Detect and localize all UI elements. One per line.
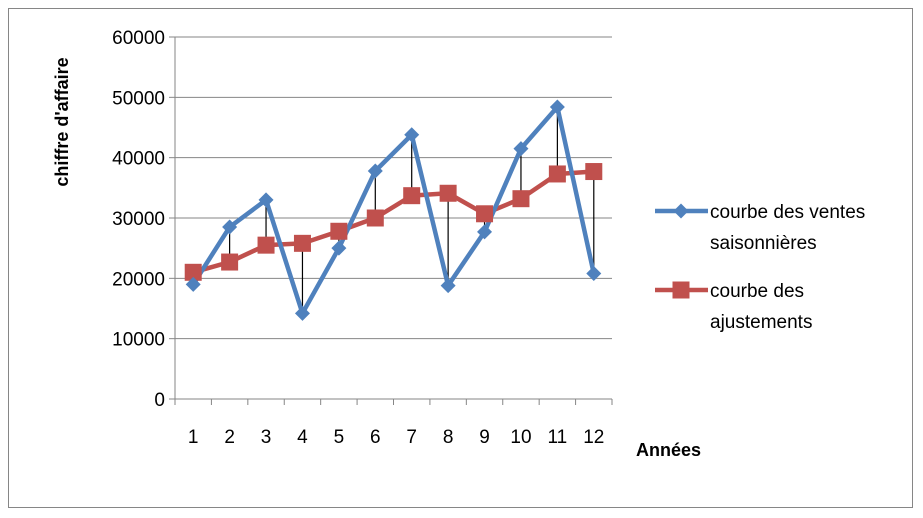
series bbox=[184, 99, 603, 321]
data-point-square bbox=[257, 236, 275, 254]
data-point-square bbox=[184, 263, 202, 281]
y-tick-label: 10000 bbox=[112, 330, 165, 351]
y-tick-label: 50000 bbox=[112, 88, 165, 109]
legend-label: courbe des ventes bbox=[710, 202, 865, 223]
legend-marker-diamond bbox=[673, 203, 689, 219]
legend-marker-square bbox=[672, 281, 690, 299]
x-tick-label: 3 bbox=[261, 427, 272, 448]
data-point-square bbox=[512, 190, 530, 208]
data-point-square bbox=[330, 222, 348, 240]
x-tick-label: 5 bbox=[334, 427, 345, 448]
x-tick-label: 11 bbox=[548, 427, 568, 448]
data-point-diamond bbox=[586, 266, 602, 282]
data-point-square bbox=[293, 234, 311, 252]
data-point-diamond bbox=[331, 240, 347, 256]
data-point-diamond bbox=[477, 224, 493, 240]
data-point-diamond bbox=[367, 163, 383, 179]
data-point-diamond bbox=[258, 192, 274, 208]
data-point-square bbox=[548, 165, 566, 183]
x-tick-label: 6 bbox=[370, 427, 381, 448]
x-axis-title: Années bbox=[636, 440, 701, 460]
data-point-diamond bbox=[294, 305, 310, 321]
x-tick-label: 7 bbox=[406, 427, 417, 448]
data-point-diamond bbox=[185, 276, 201, 292]
axes bbox=[169, 36, 613, 405]
data-point-square bbox=[476, 205, 494, 223]
data-point-square bbox=[585, 163, 603, 181]
series-line-2 bbox=[192, 169, 594, 275]
data-point-square bbox=[221, 253, 239, 271]
y-tick-label: 40000 bbox=[112, 149, 165, 170]
x-tick-label: 9 bbox=[479, 427, 490, 448]
y-tick-label: 30000 bbox=[112, 209, 165, 230]
x-tick-label: 10 bbox=[510, 427, 531, 448]
series-line-1 bbox=[191, 104, 596, 316]
data-point-square bbox=[403, 187, 421, 205]
data-point-square bbox=[366, 209, 384, 227]
y-axis-title: chiffre d'affaire bbox=[52, 57, 72, 186]
data-point-diamond bbox=[222, 219, 238, 235]
x-tick-label: 2 bbox=[224, 427, 235, 448]
x-tick-label: 1 bbox=[188, 427, 199, 448]
data-point-diamond bbox=[513, 141, 529, 157]
y-tick-label: 20000 bbox=[112, 269, 165, 290]
x-tick-label: 4 bbox=[297, 427, 308, 448]
x-tick-label: 8 bbox=[443, 427, 454, 448]
chart-area bbox=[8, 8, 913, 508]
legend-label: courbe des bbox=[710, 281, 804, 302]
legend-label: saisonnières bbox=[710, 233, 817, 254]
data-point-diamond bbox=[440, 278, 456, 294]
y-tick-label: 0 bbox=[154, 390, 165, 411]
y-tick-label: 60000 bbox=[112, 28, 165, 49]
data-point-diamond bbox=[404, 127, 420, 143]
x-tick-label: 12 bbox=[583, 427, 604, 448]
data-point-diamond bbox=[549, 99, 565, 115]
gridlines bbox=[175, 36, 612, 340]
legend: courbe des ventes saisonnières courbe des a… bbox=[655, 202, 865, 333]
legend-label: ajustements bbox=[710, 312, 812, 333]
data-point-square bbox=[439, 184, 457, 202]
